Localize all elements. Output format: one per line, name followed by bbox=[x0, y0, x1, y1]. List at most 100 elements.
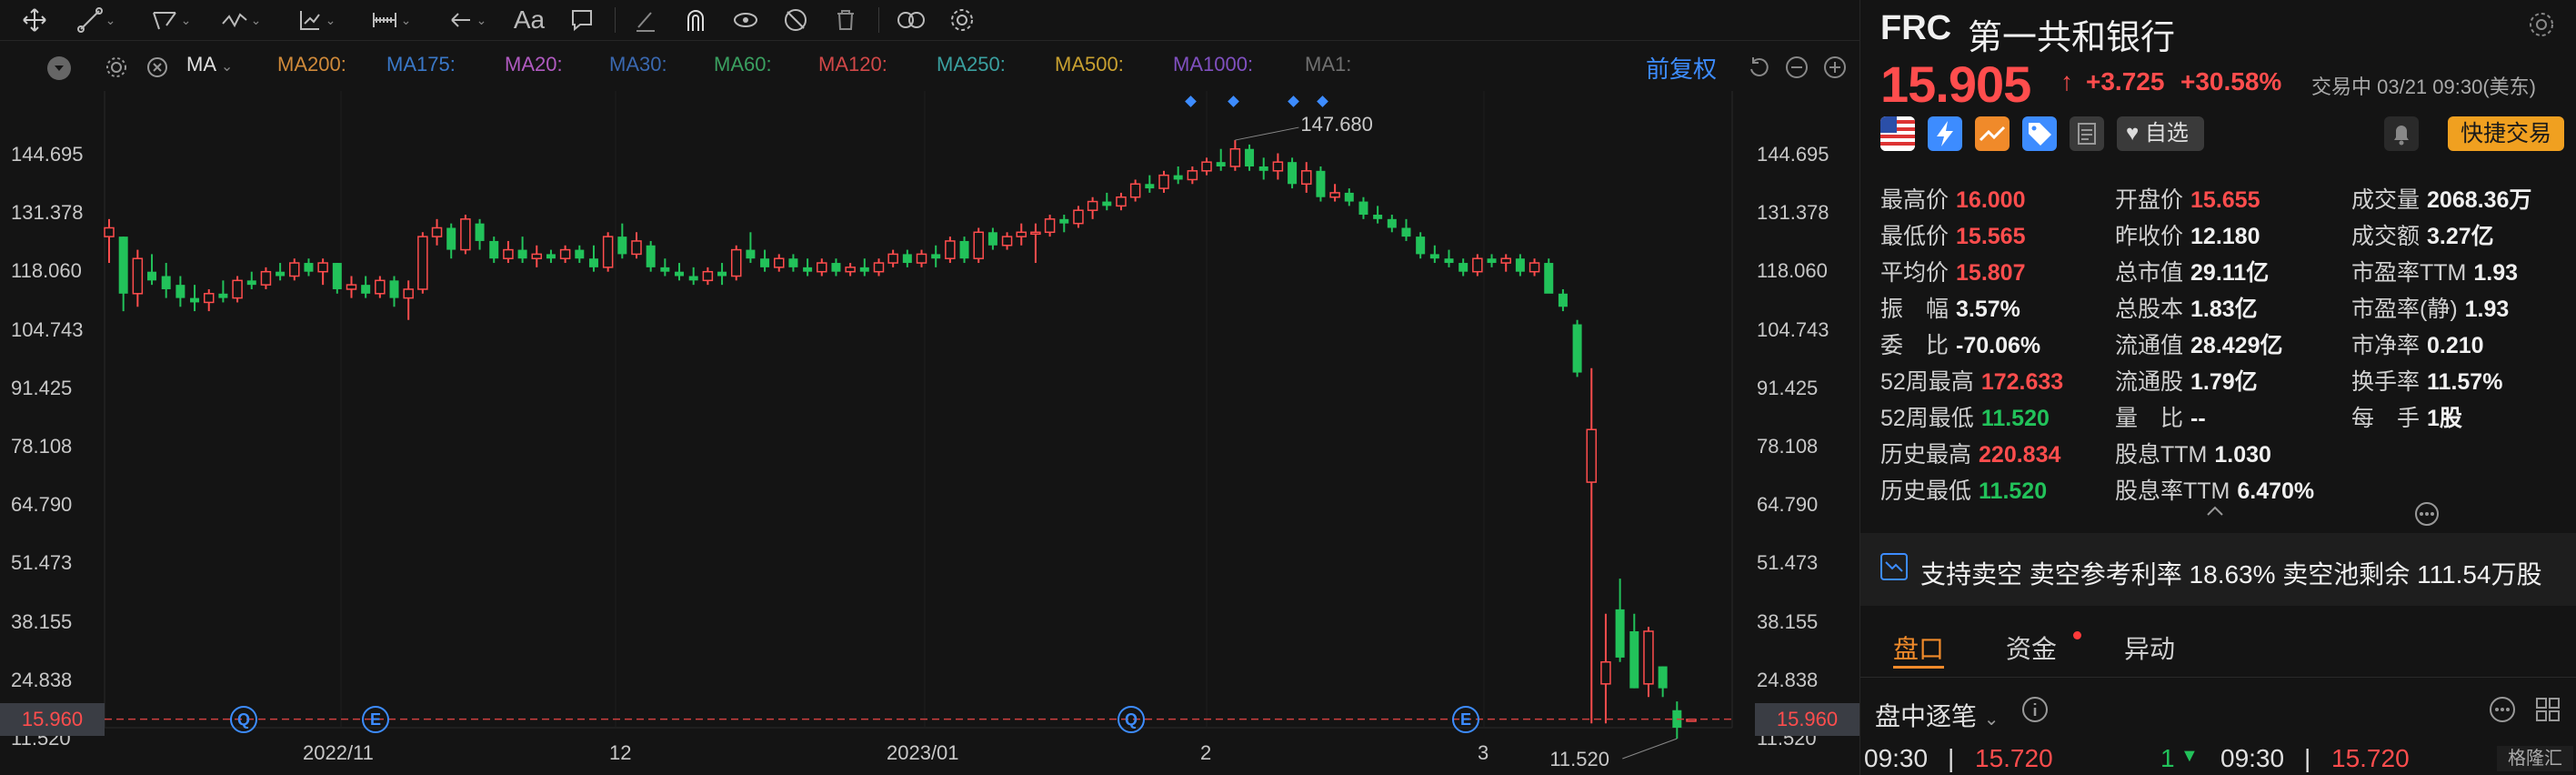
fib-tool-icon[interactable]: ⌄ bbox=[289, 4, 344, 36]
y-axis-label: 144.695 bbox=[11, 143, 84, 166]
chart-canvas[interactable] bbox=[0, 91, 1859, 775]
pattern-tool-icon[interactable]: ⌄ bbox=[144, 4, 198, 36]
candle-body bbox=[887, 253, 898, 264]
candle-body bbox=[1001, 236, 1013, 247]
more-options-icon[interactable] bbox=[2488, 695, 2517, 729]
stat-cell: 委 比 -70.06% bbox=[1880, 327, 2040, 360]
measure-tool-icon[interactable]: ⌄ bbox=[364, 4, 418, 36]
y-axis-label: 64.790 bbox=[11, 493, 73, 517]
collapse-up-icon[interactable] bbox=[2204, 504, 2226, 523]
magnet-icon[interactable] bbox=[677, 4, 714, 36]
toolbar-divider bbox=[615, 7, 616, 33]
candle-body bbox=[1258, 166, 1268, 171]
us-flag-icon[interactable] bbox=[1880, 116, 1915, 151]
wave-tool-icon[interactable]: ⌄ bbox=[214, 4, 268, 36]
arrow-left-icon[interactable]: ⌄ bbox=[440, 4, 495, 36]
ma-item-ma200[interactable]: MA200: bbox=[277, 53, 346, 75]
ma-item-ma175[interactable]: MA175: bbox=[386, 53, 456, 75]
zoom-out-icon[interactable] bbox=[1784, 55, 1809, 85]
tick-down-icon: ▼ bbox=[2180, 746, 2199, 766]
candle-body bbox=[232, 279, 243, 299]
stat-cell: 市盈率(静) 1.93 bbox=[2351, 291, 2509, 324]
grid-icon[interactable] bbox=[2533, 695, 2562, 729]
panel-settings-icon[interactable] bbox=[2528, 11, 2555, 43]
pencil-icon[interactable] bbox=[627, 4, 664, 36]
candle-body bbox=[945, 240, 956, 259]
collapse-icon[interactable] bbox=[47, 56, 71, 80]
stat-label: 股息率TTM bbox=[2115, 478, 2230, 504]
tag-icon[interactable] bbox=[2022, 116, 2057, 151]
stat-label: 总股本 bbox=[2115, 297, 2184, 322]
y-axis-label: 51.473 bbox=[1757, 551, 1819, 575]
ma-item-ma250[interactable]: MA250: bbox=[937, 53, 1006, 75]
short-sell-icon bbox=[1880, 553, 1908, 580]
comment-icon[interactable] bbox=[564, 4, 600, 36]
ma-item-ma30[interactable]: MA30: bbox=[609, 53, 667, 75]
candlestick-chart[interactable]: 144.695 144.695 131.378 131.378 118.060 118.0… bbox=[0, 91, 1859, 775]
ma-item-ma1[interactable]: MA1: bbox=[1305, 53, 1352, 75]
ma-item-ma20[interactable]: MA20: bbox=[505, 53, 563, 75]
more-stats-icon[interactable] bbox=[2413, 500, 2441, 532]
stat-label: 振 幅 bbox=[1880, 297, 1950, 322]
stat-value: 0.210 bbox=[2427, 333, 2484, 358]
ma-item-ma60[interactable]: MA60: bbox=[714, 53, 772, 75]
candle-body bbox=[304, 263, 314, 272]
quarterly-report-icon[interactable]: Q bbox=[1118, 706, 1145, 733]
tab-movement[interactable]: 异动 bbox=[2124, 635, 2176, 663]
tab-capital[interactable]: 资金 bbox=[2006, 635, 2058, 663]
adjust-mode-button[interactable]: 前复权 bbox=[1646, 55, 1718, 83]
line-tool-icon[interactable]: ⌄ bbox=[73, 4, 120, 36]
quick-trade-button[interactable]: 快捷交易 bbox=[2448, 116, 2564, 151]
ma-item-ma1000[interactable]: MA1000: bbox=[1173, 53, 1254, 75]
tab-orderbook[interactable]: 盘口 bbox=[1893, 635, 1945, 663]
candle-body bbox=[660, 267, 670, 272]
ma-close-icon[interactable] bbox=[145, 55, 169, 84]
ma-indicator-select[interactable]: MA ⌄ bbox=[186, 53, 234, 75]
candle-body bbox=[873, 262, 885, 273]
trash-icon[interactable] bbox=[827, 4, 864, 36]
eye-lock-icon[interactable] bbox=[727, 4, 764, 36]
eye-off-icon[interactable] bbox=[777, 4, 814, 36]
stat-label: 平均价 bbox=[1880, 260, 1950, 286]
info-icon[interactable] bbox=[2020, 695, 2050, 729]
earnings-event-icon[interactable]: E bbox=[362, 706, 389, 733]
ma-item-ma120[interactable]: MA120: bbox=[818, 53, 887, 75]
candle-body bbox=[1216, 162, 1226, 166]
tick-list-select[interactable]: 盘中逐笔 ⌄ bbox=[1875, 702, 2000, 730]
quarterly-report-icon[interactable]: Q bbox=[230, 706, 257, 733]
candle-body bbox=[1544, 263, 1554, 294]
stat-cell: 股息率TTM 6.470% bbox=[2115, 473, 2314, 506]
candle-body bbox=[1401, 227, 1411, 237]
last-price: 15.905 bbox=[1880, 55, 2031, 113]
link-icon[interactable] bbox=[891, 4, 931, 36]
reset-icon[interactable] bbox=[1746, 55, 1771, 85]
lightning-icon[interactable] bbox=[1928, 116, 1962, 151]
chart-icon[interactable] bbox=[1975, 116, 2010, 151]
candle-body bbox=[246, 280, 256, 286]
watchlist-button[interactable]: ♥ 自选 bbox=[2117, 116, 2204, 151]
stat-label: 市盈率(静) bbox=[2351, 297, 2458, 322]
candle-body bbox=[132, 257, 144, 295]
y-axis-label: 24.838 bbox=[11, 668, 73, 691]
stat-value: 16.000 bbox=[1956, 187, 2026, 213]
gear-icon[interactable] bbox=[944, 4, 980, 36]
stat-label: 总市值 bbox=[2115, 260, 2184, 286]
stat-label: 昨收价 bbox=[2115, 224, 2184, 249]
ma-settings-icon[interactable] bbox=[105, 55, 128, 84]
stat-label: 最高价 bbox=[1880, 187, 1950, 213]
stat-cell: 流通值 28.429亿 bbox=[2115, 327, 2282, 360]
text-tool-icon[interactable]: Aa bbox=[513, 5, 546, 34]
stat-value: 2068.36万 bbox=[2427, 187, 2532, 213]
candle-body bbox=[1059, 218, 1069, 224]
ma-item-ma500[interactable]: MA500: bbox=[1055, 53, 1124, 75]
stock-symbol: FRC bbox=[1880, 9, 1952, 47]
candle-body bbox=[489, 240, 499, 259]
notes-icon[interactable] bbox=[2070, 116, 2104, 151]
bell-icon[interactable] bbox=[2384, 116, 2419, 151]
zoom-in-icon[interactable] bbox=[1822, 55, 1848, 85]
crosshair-icon[interactable] bbox=[16, 4, 53, 36]
earnings-event-icon[interactable]: E bbox=[1452, 706, 1479, 733]
x-axis-label: 3 bbox=[1478, 741, 1489, 764]
candle-body bbox=[276, 271, 286, 277]
candle-body bbox=[1444, 258, 1454, 264]
